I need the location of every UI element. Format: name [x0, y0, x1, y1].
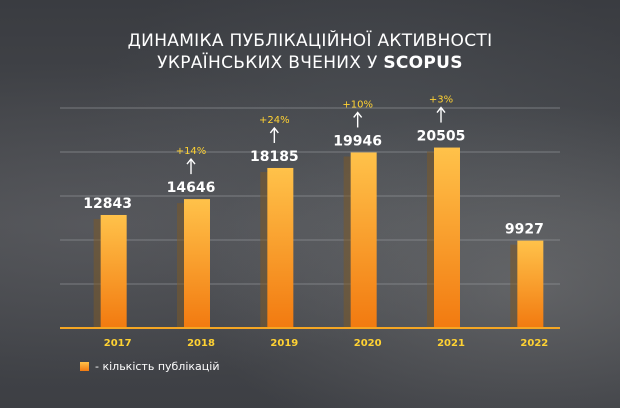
- chart-title-line2: УКРАЇНСЬКИХ ВЧЕНИХ У SCOPUS: [0, 52, 620, 74]
- growth-label: +24%: [259, 115, 290, 126]
- bar-shadow: [510, 244, 520, 328]
- growth-arrow-head: [186, 157, 196, 165]
- year-tick-label: 2017: [104, 338, 132, 349]
- bar: [267, 167, 294, 328]
- chart-title-line1: ДИНАМІКА ПУБЛІКАЦІЙНОЇ АКТИВНОСТІ: [127, 31, 493, 51]
- bar: [434, 147, 460, 328]
- legend-label: - кількість публікацій: [95, 360, 220, 373]
- year-tick-label: 2022: [520, 338, 548, 349]
- bar-shadow: [177, 203, 186, 328]
- growth-arrow-head: [353, 111, 363, 118]
- value-label: 18185: [250, 149, 299, 165]
- bar-shadow: [93, 218, 103, 328]
- value-label: 9927: [505, 222, 544, 238]
- year-tick-label: 2019: [270, 338, 298, 349]
- growth-arrow-head: [269, 126, 279, 134]
- growth-label: +14%: [176, 146, 207, 157]
- bar: [100, 214, 127, 328]
- year-tick-label: 2018: [187, 338, 215, 349]
- growth-arrow-head: [436, 106, 446, 113]
- legend-swatch: [80, 362, 89, 371]
- chart-title-line2-prefix: УКРАЇНСЬКИХ ВЧЕНИХ У: [157, 53, 378, 73]
- value-label: 20505: [417, 129, 466, 145]
- bar: [517, 240, 544, 328]
- year-tick-label: 2020: [354, 338, 382, 349]
- year-tick-label: 2021: [437, 338, 465, 349]
- growth-label: +10%: [342, 99, 373, 110]
- bar: [350, 152, 377, 328]
- value-label: 14646: [167, 180, 216, 196]
- bar-shadow: [343, 156, 353, 328]
- chart-title: ДИНАМІКА ПУБЛІКАЦІЙНОЇ АКТИВНОСТІ УКРАЇН…: [0, 30, 620, 74]
- bar: [184, 199, 210, 328]
- value-label: 19946: [333, 133, 382, 149]
- bar-shadow: [427, 151, 436, 328]
- bar-shadow: [260, 171, 270, 328]
- chart-title-scopus: SCOPUS: [383, 53, 463, 73]
- legend: - кількість публікацій: [80, 360, 219, 373]
- growth-label: +3%: [429, 95, 453, 106]
- value-label: 12843: [83, 196, 132, 212]
